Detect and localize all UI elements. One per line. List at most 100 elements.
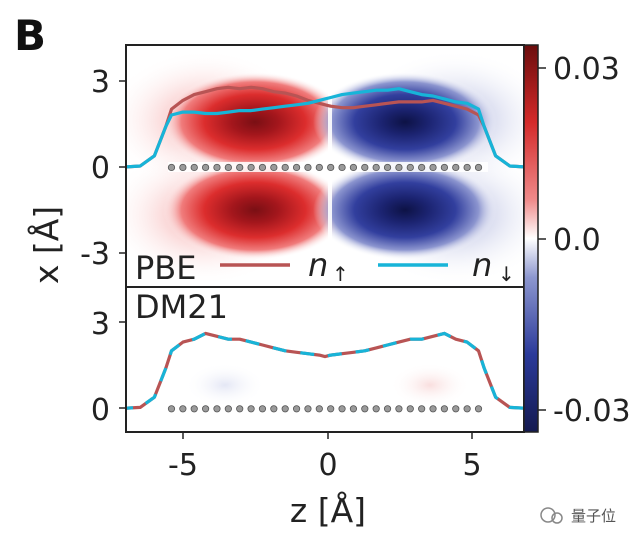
bottom-atom-2 — [190, 405, 198, 413]
faint-red-blob — [390, 363, 470, 407]
bottom-atom-13 — [315, 405, 323, 413]
top-atom-0 — [167, 163, 176, 172]
colorbar-tick-label-pos: 0.03 — [553, 52, 620, 87]
bottom-atom-16 — [349, 405, 358, 413]
top-atom-8 — [258, 163, 267, 172]
top-ytick-label-3: 3 — [91, 65, 110, 100]
top-atom-10 — [281, 163, 289, 172]
watermark-text: 量子位 — [571, 507, 616, 525]
bottom-atom-3 — [202, 405, 210, 413]
method-label-dm21: DM21 — [135, 288, 228, 326]
xtick-label-5: 5 — [462, 448, 481, 483]
top-y-ticks: 3 0 -3 — [80, 65, 126, 272]
top-atom-5 — [224, 163, 232, 172]
top-atom-25 — [452, 163, 460, 172]
bottom-atom-14 — [327, 405, 335, 413]
top-atom-18 — [372, 163, 380, 172]
bottom-atom-4 — [213, 405, 221, 413]
bottom-atom-19 — [383, 405, 392, 413]
bottom-atom-27 — [474, 405, 483, 413]
top-atom-24 — [440, 163, 448, 172]
bottom-atom-15 — [338, 405, 346, 413]
top-atom-2 — [190, 163, 198, 172]
top-atom-13 — [315, 163, 323, 172]
bottom-atom-6 — [236, 405, 244, 413]
top-atom-17 — [361, 163, 369, 172]
method-label-pbe: PBE — [135, 249, 196, 287]
legend-symbol-spin-down: n — [472, 246, 492, 284]
bottom-atom-7 — [247, 405, 255, 413]
bottom-atom-5 — [224, 405, 232, 413]
legend-symbol-spin-up: n — [308, 246, 328, 284]
panel-label: B — [14, 11, 46, 60]
legend: n ↑ n ↓ — [220, 246, 515, 286]
top-atom-1 — [179, 163, 187, 172]
faint-blue-blob — [185, 363, 265, 407]
top-atom-14 — [327, 163, 335, 172]
top-atom-12 — [304, 163, 312, 172]
top-atom-21 — [406, 163, 414, 172]
bottom-series-spin-down — [126, 331, 524, 410]
top-heatmap — [126, 45, 524, 287]
colorbar: 0.03 0.0 -0.03 — [523, 44, 631, 433]
bottom-atoms — [167, 405, 483, 413]
blue-lobe-lower — [313, 160, 497, 260]
top-atom-6 — [236, 163, 244, 172]
red-lobe-lower — [163, 160, 347, 260]
top-atom-19 — [383, 163, 392, 172]
bottom-atom-12 — [304, 405, 312, 413]
top-density-lines — [126, 85, 524, 169]
top-atom-22 — [418, 163, 426, 172]
top-atom-3 — [202, 163, 210, 172]
legend-arrow-up: ↑ — [332, 262, 349, 286]
bottom-atom-18 — [372, 405, 380, 413]
top-atom-11 — [292, 163, 301, 172]
watermark-icon — [540, 507, 556, 523]
bottom-ytick-label-0: 0 — [91, 393, 110, 428]
top-atom-20 — [395, 163, 403, 172]
legend-arrow-down: ↓ — [498, 262, 515, 286]
top-ytick-label-0: 0 — [91, 151, 110, 186]
blue-lobe-upper — [313, 72, 497, 172]
top-atom-9 — [270, 163, 278, 172]
xtick-label-neg5: -5 — [168, 448, 198, 483]
x-ticks: -5 0 5 — [168, 432, 482, 483]
bottom-atom-20 — [395, 405, 403, 413]
top-atom-15 — [338, 163, 346, 172]
bottom-atom-8 — [258, 405, 267, 413]
top-atom-16 — [349, 163, 358, 172]
bottom-heatmap — [126, 287, 524, 432]
x-axis-label: z [Å] — [290, 490, 366, 530]
bottom-density-lines — [126, 331, 524, 410]
bottom-atom-17 — [361, 405, 369, 413]
top-series-spin-up — [126, 85, 524, 169]
bottom-atom-9 — [270, 405, 278, 413]
bottom-ytick-label-3: 3 — [91, 307, 110, 342]
bottom-atom-1 — [179, 405, 187, 413]
bottom-atom-0 — [167, 405, 176, 413]
top-atoms — [167, 163, 483, 172]
bottom-atom-24 — [440, 405, 448, 413]
bottom-atom-21 — [406, 405, 414, 413]
watermark-icon-small — [551, 512, 563, 524]
bottom-atom-11 — [292, 405, 301, 413]
top-atom-4 — [213, 163, 221, 172]
top-series-spin-down — [126, 87, 524, 169]
top-atom-7 — [247, 163, 255, 172]
colorbar-gradient — [523, 44, 539, 433]
bottom-atom-25 — [452, 405, 460, 413]
colorbar-tick-label-neg: -0.03 — [553, 394, 631, 429]
xtick-label-0: 0 — [318, 448, 337, 483]
bottom-atom-10 — [281, 405, 289, 413]
top-ytick-label-neg3: -3 — [80, 237, 110, 272]
top-atom-23 — [429, 163, 437, 172]
y-axis-label: x [Å] — [26, 206, 66, 284]
bottom-atom-23 — [429, 405, 437, 413]
top-atom-26 — [463, 163, 471, 172]
bottom-atom-22 — [418, 405, 426, 413]
colorbar-tick-label-zero: 0.0 — [553, 223, 601, 258]
top-atom-27 — [474, 163, 483, 172]
bottom-y-ticks: 3 0 — [91, 307, 126, 428]
bottom-atom-26 — [463, 405, 471, 413]
